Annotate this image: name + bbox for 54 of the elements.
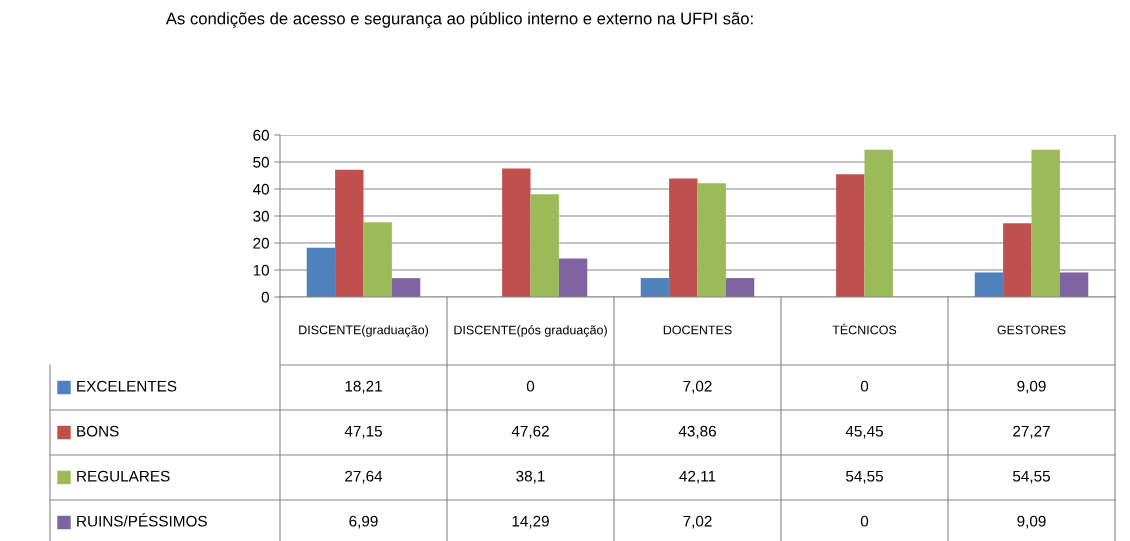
x-tick-label: DISCENTE(graduação) xyxy=(299,325,429,337)
data-label: 9,09 xyxy=(1017,380,1046,394)
bar xyxy=(335,169,364,297)
y-tick-label: 50 xyxy=(253,156,269,168)
data-label: 9,09 xyxy=(1017,515,1046,529)
data-label: 0 xyxy=(860,515,869,527)
data-label: 7,02 xyxy=(683,515,712,529)
bar xyxy=(725,278,755,297)
legend-label: REGULARES xyxy=(77,470,170,482)
bar xyxy=(1031,149,1060,297)
y-tick-label: 20 xyxy=(253,237,269,249)
y-tick-label: 40 xyxy=(252,183,269,195)
bar xyxy=(558,258,588,297)
data-label: 45,45 xyxy=(845,425,883,439)
y-tick-label: 0 xyxy=(261,291,269,303)
x-tick-label: DOCENTES xyxy=(663,325,732,335)
y-tick-label: 30 xyxy=(253,210,269,222)
bar xyxy=(974,272,1004,297)
legend-label: BONS xyxy=(77,425,119,437)
legend-label: EXCELENTES xyxy=(77,380,177,392)
data-label: 14,29 xyxy=(512,515,549,529)
data-label: 54,55 xyxy=(1013,470,1050,484)
y-tick-label: 10 xyxy=(253,264,269,276)
x-tick-label: TÉCNICOS xyxy=(832,323,897,335)
data-label: 7,02 xyxy=(683,380,712,394)
bar xyxy=(363,222,392,297)
data-label: 0 xyxy=(526,380,535,392)
bar xyxy=(530,194,559,297)
bar xyxy=(697,183,726,297)
x-tick-label: DISCENTE(pós graduação) xyxy=(454,325,607,337)
data-label: 47,62 xyxy=(511,425,549,439)
bar xyxy=(1059,272,1089,297)
bar xyxy=(306,247,336,297)
data-label: 27,64 xyxy=(345,470,383,484)
bar xyxy=(391,278,421,297)
data-label: 6,99 xyxy=(349,515,378,529)
data-label: 18,21 xyxy=(345,380,382,394)
legend-label: RUINS/PÉSSIMOS xyxy=(77,513,207,527)
data-label: 43,86 xyxy=(678,425,716,439)
data-label: 42,11 xyxy=(679,470,716,484)
bar xyxy=(669,178,698,297)
bar xyxy=(1003,223,1032,297)
bar xyxy=(640,278,670,297)
data-label: 54,55 xyxy=(846,470,883,484)
bar xyxy=(502,168,531,297)
data-label: 27,27 xyxy=(1013,425,1050,439)
chart-title: As condições de acesso e segurança ao público interno e externo na UFPI são: xyxy=(165,12,753,28)
y-tick-label: 60 xyxy=(253,129,269,141)
bar xyxy=(836,174,865,297)
bar xyxy=(864,149,893,297)
data-label: 0 xyxy=(860,380,869,392)
data-label: 38,1 xyxy=(516,470,545,484)
x-tick-label: GESTORES xyxy=(997,325,1066,335)
data-label: 47,15 xyxy=(344,425,382,439)
